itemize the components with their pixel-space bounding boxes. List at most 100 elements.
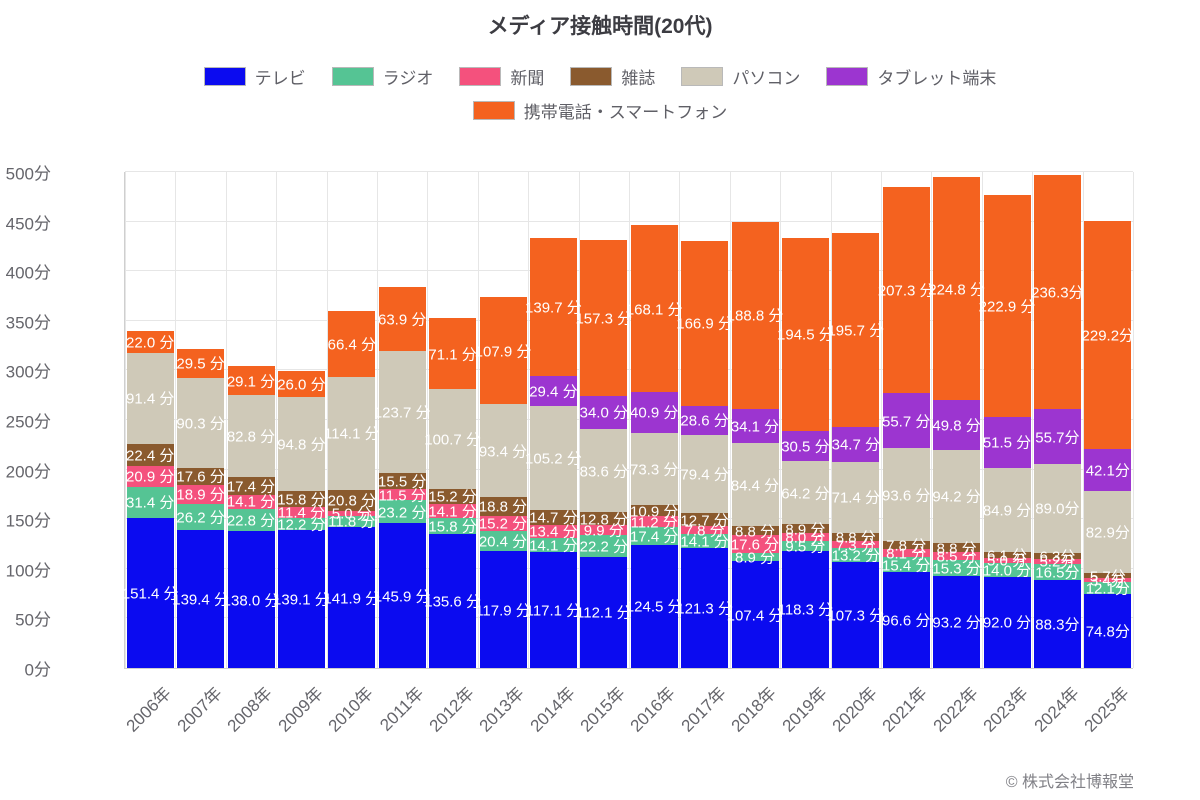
bar-segment-携帯電話・スマートフォン-2018年[interactable] [731,221,779,409]
bar-segment-携帯電話・スマートフォン-2008年[interactable] [227,366,275,396]
bar-segment-ラジオ-2018年[interactable] [731,552,779,562]
bar-segment-テレビ-2009年[interactable] [277,530,325,668]
bar-segment-携帯電話・スマートフォン-2021年[interactable] [882,187,930,394]
bar-segment-携帯電話・スマートフォン-2016年[interactable] [630,225,678,393]
bar-segment-雑誌-2019年[interactable] [781,524,829,534]
bar-segment-テレビ-2023年[interactable] [983,576,1031,668]
bar-segment-パソコン-2007年[interactable] [177,377,225,468]
legend-item-雑誌[interactable]: 雑誌 [570,64,655,89]
legend-item-タブレット端末[interactable]: タブレット端末 [826,64,996,89]
bar-segment-新聞-2025年[interactable] [1084,578,1132,582]
bar-segment-テレビ-2007年[interactable] [177,529,225,668]
bar-segment-テレビ-2020年[interactable] [832,561,880,668]
bar-segment-ラジオ-2016年[interactable] [630,527,678,545]
bar-segment-新聞-2022年[interactable] [933,551,981,561]
bar-segment-ラジオ-2022年[interactable] [933,560,981,576]
bar-segment-新聞-2012年[interactable] [429,503,477,518]
bar-segment-携帯電話・スマートフォン-2025年[interactable] [1084,221,1132,449]
bar-segment-携帯電話・スマートフォン-2015年[interactable] [580,239,628,396]
bar-segment-携帯電話・スマートフォン-2022年[interactable] [933,177,981,401]
bar-segment-携帯電話・スマートフォン-2023年[interactable] [983,195,1031,417]
bar-segment-パソコン-2021年[interactable] [882,448,930,542]
bar-segment-雑誌-2025年[interactable] [1084,572,1132,579]
bar-segment-携帯電話・スマートフォン-2006年[interactable] [126,331,174,354]
bar-segment-雑誌-2020年[interactable] [832,532,880,542]
bar-segment-ラジオ-2009年[interactable] [277,517,325,531]
bar-segment-ラジオ-2024年[interactable] [1033,564,1081,581]
bar-segment-携帯電話・スマートフォン-2019年[interactable] [781,237,829,431]
bar-segment-新聞-2010年[interactable] [328,510,376,516]
bar-segment-タブレット端末-2022年[interactable] [933,400,981,450]
bar-segment-ラジオ-2006年[interactable] [126,486,174,518]
bar-segment-テレビ-2021年[interactable] [882,572,930,668]
bar-segment-携帯電話・スマートフォン-2014年[interactable] [529,237,577,377]
bar-segment-雑誌-2011年[interactable] [378,473,426,489]
bar-segment-雑誌-2013年[interactable] [479,497,527,516]
bar-segment-タブレット端末-2023年[interactable] [983,416,1031,468]
bar-segment-雑誌-2008年[interactable] [227,477,275,495]
bar-segment-パソコン-2006年[interactable] [126,353,174,444]
bar-segment-新聞-2009年[interactable] [277,506,325,518]
legend-item-新聞[interactable]: 新聞 [459,64,544,89]
legend-item-テレビ[interactable]: テレビ [203,64,306,89]
bar-segment-雑誌-2024年[interactable] [1033,552,1081,559]
bar-segment-パソコン-2015年[interactable] [580,429,628,513]
bar-segment-雑誌-2021年[interactable] [882,541,930,549]
bar-segment-新聞-2017年[interactable] [681,525,729,534]
bar-segment-パソコン-2024年[interactable] [1033,464,1081,553]
bar-segment-新聞-2021年[interactable] [882,548,930,557]
bar-segment-タブレット端末-2020年[interactable] [832,427,880,462]
bar-segment-新聞-2016年[interactable] [630,516,678,528]
bar-segment-ラジオ-2008年[interactable] [227,508,275,532]
bar-segment-テレビ-2014年[interactable] [529,551,577,668]
bar-segment-新聞-2008年[interactable] [227,494,275,509]
bar-segment-パソコン-2023年[interactable] [983,467,1031,552]
bar-segment-雑誌-2007年[interactable] [177,467,225,485]
bar-segment-テレビ-2006年[interactable] [126,517,174,668]
bar-segment-テレビ-2019年[interactable] [781,550,829,668]
bar-segment-新聞-2006年[interactable] [126,465,174,487]
bar-segment-テレビ-2025年[interactable] [1084,593,1132,668]
bar-segment-新聞-2023年[interactable] [983,557,1031,563]
bar-segment-雑誌-2022年[interactable] [933,543,981,552]
bar-segment-タブレット端末-2017年[interactable] [681,406,729,435]
bar-segment-携帯電話・スマートフォン-2013年[interactable] [479,297,527,405]
bar-segment-タブレット端末-2019年[interactable] [781,430,829,461]
bar-segment-テレビ-2013年[interactable] [479,551,527,668]
bar-segment-テレビ-2024年[interactable] [1033,580,1081,668]
bar-segment-タブレット端末-2018年[interactable] [731,408,779,443]
bar-segment-パソコン-2013年[interactable] [479,404,527,498]
bar-segment-新聞-2020年[interactable] [832,541,880,549]
bar-segment-パソコン-2009年[interactable] [277,396,325,491]
bar-segment-雑誌-2018年[interactable] [731,526,779,536]
bar-segment-パソコン-2011年[interactable] [378,350,426,474]
bar-segment-雑誌-2009年[interactable] [277,490,325,507]
bar-segment-ラジオ-2014年[interactable] [529,537,577,552]
bar-segment-ラジオ-2012年[interactable] [429,517,477,534]
bar-segment-パソコン-2018年[interactable] [731,442,779,527]
bar-segment-新聞-2011年[interactable] [378,488,426,501]
bar-segment-携帯電話・スマートフォン-2017年[interactable] [681,240,729,407]
bar-segment-テレビ-2022年[interactable] [933,575,981,668]
bar-segment-雑誌-2017年[interactable] [681,513,729,526]
bar-segment-ラジオ-2025年[interactable] [1084,581,1132,594]
bar-segment-雑誌-2023年[interactable] [983,551,1031,558]
bar-segment-ラジオ-2021年[interactable] [882,556,930,573]
bar-segment-ラジオ-2020年[interactable] [832,548,880,562]
bar-segment-新聞-2013年[interactable] [479,515,527,531]
bar-segment-パソコン-2017年[interactable] [681,434,729,514]
bar-segment-タブレット端末-2021年[interactable] [882,393,930,449]
bar-segment-テレビ-2015年[interactable] [580,556,628,668]
bar-segment-パソコン-2025年[interactable] [1084,490,1132,573]
bar-segment-テレビ-2011年[interactable] [378,523,426,668]
bar-segment-新聞-2015年[interactable] [580,524,628,535]
bar-segment-雑誌-2012年[interactable] [429,488,477,504]
bar-segment-新聞-2019年[interactable] [781,533,829,542]
bar-segment-タブレット端末-2016年[interactable] [630,392,678,433]
bar-segment-携帯電話・スマートフォン-2010年[interactable] [328,310,376,377]
legend-item-ラジオ[interactable]: ラジオ [331,64,433,89]
bar-segment-テレビ-2017年[interactable] [681,547,729,668]
bar-segment-タブレット端末-2014年[interactable] [529,376,577,406]
bar-segment-携帯電話・スマートフォン-2024年[interactable] [1033,174,1081,410]
bar-segment-テレビ-2018年[interactable] [731,561,779,668]
